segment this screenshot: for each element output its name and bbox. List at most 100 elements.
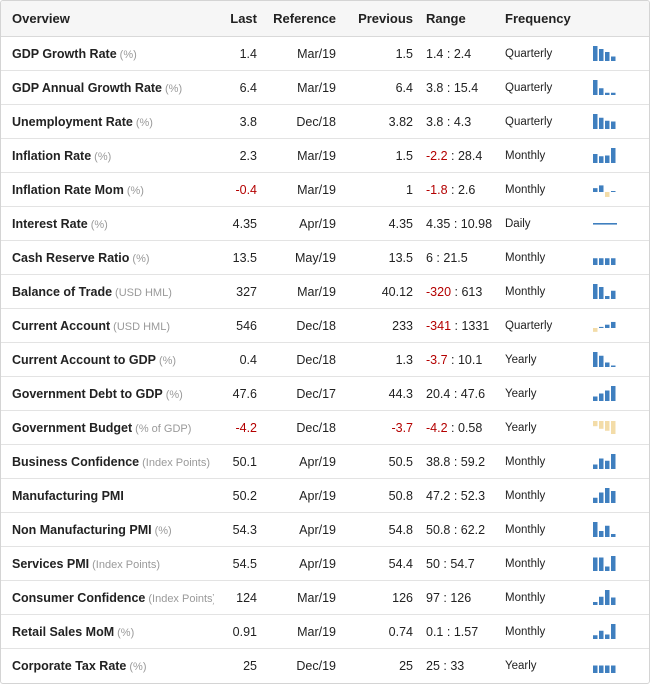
- trend-sparkline-cell[interactable]: [593, 172, 649, 207]
- column-header-frequency[interactable]: Frequency: [505, 1, 593, 37]
- indicator-name-link[interactable]: Current Account: [12, 318, 111, 333]
- previous-value-cell: 13.5: [342, 240, 418, 275]
- trend-sparkline[interactable]: [593, 351, 621, 369]
- indicator-name-link[interactable]: Retail Sales MoM: [12, 624, 115, 639]
- frequency-label: Monthly: [505, 149, 546, 162]
- table-row[interactable]: Manufacturing PMI 50.2 Apr/19 50.8 47.2 : 52…: [1, 478, 649, 513]
- reference-cell: Dec/18: [259, 308, 342, 343]
- trend-sparkline[interactable]: [593, 589, 621, 607]
- indicator-name-link[interactable]: Government Budget: [12, 420, 133, 435]
- column-header-last[interactable]: Last: [214, 1, 259, 37]
- trend-sparkline[interactable]: [593, 317, 621, 335]
- trend-sparkline[interactable]: [593, 555, 621, 573]
- trend-sparkline-cell[interactable]: [593, 376, 649, 411]
- table-row[interactable]: Current Account (USD HML) 546 Dec/18 233 -341…: [1, 308, 649, 343]
- trend-sparkline[interactable]: [593, 147, 621, 165]
- table-row[interactable]: Corporate Tax Rate (%) 25 Dec/19 25 25 : 33 Ye…: [1, 648, 649, 682]
- trend-sparkline-cell[interactable]: [593, 546, 649, 581]
- trend-sparkline[interactable]: [593, 249, 621, 267]
- trend-sparkline[interactable]: [593, 215, 621, 233]
- trend-sparkline[interactable]: [593, 623, 621, 641]
- table-row[interactable]: Non Manufacturing PMI (%) 54.3 Apr/19 54.8 50…: [1, 512, 649, 547]
- column-header-overview[interactable]: Overview: [1, 1, 214, 37]
- trend-sparkline-cell[interactable]: [593, 444, 649, 479]
- trend-sparkline-cell[interactable]: [593, 648, 649, 682]
- indicator-name-link[interactable]: Business Confidence: [12, 454, 140, 469]
- indicator-name-link[interactable]: Cash Reserve Ratio: [12, 250, 130, 265]
- table-row[interactable]: Unemployment Rate (%) 3.8 Dec/18 3.82 3.8 : 4…: [1, 104, 649, 139]
- indicator-name-link[interactable]: Inflation Rate Mom: [12, 182, 124, 197]
- trend-sparkline[interactable]: [593, 487, 621, 505]
- table-row[interactable]: Inflation Rate (%) 2.3 Mar/19 1.5 -2.2 : 28.4…: [1, 138, 649, 173]
- table-row[interactable]: Government Budget (% of GDP) -4.2 Dec/18 -3.…: [1, 410, 649, 445]
- range-separator: :: [443, 46, 454, 61]
- table-row[interactable]: Cash Reserve Ratio (%) 13.5 May/19 13.5 6 : 2…: [1, 240, 649, 275]
- trend-sparkline-cell[interactable]: [593, 478, 649, 513]
- indicator-name-link[interactable]: GDP Annual Growth Rate: [12, 80, 163, 95]
- column-header-range[interactable]: Range: [418, 1, 505, 37]
- trend-sparkline-cell[interactable]: [593, 240, 649, 275]
- indicator-unit: (% of GDP): [135, 422, 192, 435]
- indicator-name-link[interactable]: Government Debt to GDP: [12, 386, 163, 401]
- sparkline-bar: [611, 290, 616, 299]
- trend-sparkline-cell[interactable]: [593, 104, 649, 139]
- trend-sparkline[interactable]: [593, 385, 621, 403]
- indicator-name-link[interactable]: Inflation Rate: [12, 148, 92, 163]
- sparkline-bar: [605, 460, 610, 469]
- trend-sparkline[interactable]: [593, 453, 621, 471]
- table-row[interactable]: Business Confidence (Index Points) 50.1 Apr…: [1, 444, 649, 479]
- trend-sparkline[interactable]: [593, 521, 621, 539]
- indicator-name-link[interactable]: Manufacturing PMI: [12, 488, 124, 503]
- trend-sparkline[interactable]: [593, 419, 621, 437]
- indicator-cell: Cash Reserve Ratio (%): [1, 240, 214, 275]
- indicator-name-link[interactable]: Unemployment Rate: [12, 114, 133, 129]
- trend-sparkline-cell[interactable]: [593, 274, 649, 309]
- table-row[interactable]: Services PMI (Index Points) 54.5 Apr/19 54.4…: [1, 546, 649, 581]
- indicator-cell: Current Account (USD HML): [1, 308, 214, 343]
- trend-sparkline-cell[interactable]: [593, 308, 649, 343]
- reference-cell: Dec/18: [259, 104, 342, 139]
- indicator-name-link[interactable]: Corporate Tax Rate: [12, 658, 127, 673]
- indicator-name-link[interactable]: Interest Rate: [12, 216, 88, 231]
- trend-sparkline-cell[interactable]: [593, 580, 649, 615]
- trend-sparkline-cell[interactable]: [593, 410, 649, 445]
- trend-sparkline-cell[interactable]: [593, 138, 649, 173]
- table-row[interactable]: Government Debt to GDP (%) 47.6 Dec/17 44.3 2…: [1, 376, 649, 411]
- last-value-cell: 54.3: [214, 512, 259, 547]
- sparkline-bar: [599, 458, 604, 469]
- range-low: -341: [426, 318, 452, 333]
- table-row[interactable]: Current Account to GDP (%) 0.4 Dec/18 1.3 -3.…: [1, 342, 649, 377]
- trend-sparkline[interactable]: [593, 79, 621, 97]
- table-row[interactable]: Retail Sales MoM (%) 0.91 Mar/19 0.74 0.1 : 1…: [1, 614, 649, 649]
- table-row[interactable]: Consumer Confidence (Index Points) 124 Mar/…: [1, 580, 649, 615]
- trend-sparkline-cell[interactable]: [593, 37, 649, 71]
- trend-sparkline[interactable]: [593, 113, 621, 131]
- table-row[interactable]: Inflation Rate Mom (%) -0.4 Mar/19 1 -1.8 : 2…: [1, 172, 649, 207]
- table-row[interactable]: GDP Annual Growth Rate (%) 6.4 Mar/19 6.4 3.8…: [1, 70, 649, 105]
- trend-sparkline[interactable]: [593, 45, 621, 63]
- trend-sparkline[interactable]: [593, 181, 621, 199]
- trend-sparkline[interactable]: [593, 283, 621, 301]
- sparkline-bar: [593, 113, 598, 129]
- table-row[interactable]: GDP Growth Rate (%) 1.4 Mar/19 1.5 1.4 : 2.4 Q…: [1, 37, 649, 71]
- sparkline-bar: [605, 487, 610, 503]
- table-row[interactable]: Interest Rate (%) 4.35 Apr/19 4.35 4.35 : 10.…: [1, 206, 649, 241]
- trend-sparkline[interactable]: [593, 657, 621, 675]
- trend-sparkline-cell[interactable]: [593, 70, 649, 105]
- trend-sparkline-cell[interactable]: [593, 342, 649, 377]
- column-header-reference[interactable]: Reference: [259, 1, 342, 37]
- indicator-name-link[interactable]: Consumer Confidence: [12, 590, 146, 605]
- indicator-name-link[interactable]: Current Account to GDP: [12, 352, 156, 367]
- indicator-name-link[interactable]: Non Manufacturing PMI: [12, 522, 152, 537]
- reference-date: Dec/18: [296, 318, 336, 333]
- last-value: 6.4: [239, 80, 257, 95]
- indicator-name-link[interactable]: Balance of Trade: [12, 284, 113, 299]
- indicator-name-link[interactable]: Services PMI: [12, 556, 90, 571]
- indicator-name-link[interactable]: GDP Growth Rate: [12, 46, 117, 61]
- trend-sparkline-cell[interactable]: [593, 614, 649, 649]
- table-row[interactable]: Balance of Trade (USD HML) 327 Mar/19 40.12-…: [1, 274, 649, 309]
- trend-sparkline-cell[interactable]: [593, 206, 649, 241]
- range-separator: :: [450, 488, 461, 503]
- trend-sparkline-cell[interactable]: [593, 512, 649, 547]
- column-header-previous[interactable]: Previous: [342, 1, 418, 37]
